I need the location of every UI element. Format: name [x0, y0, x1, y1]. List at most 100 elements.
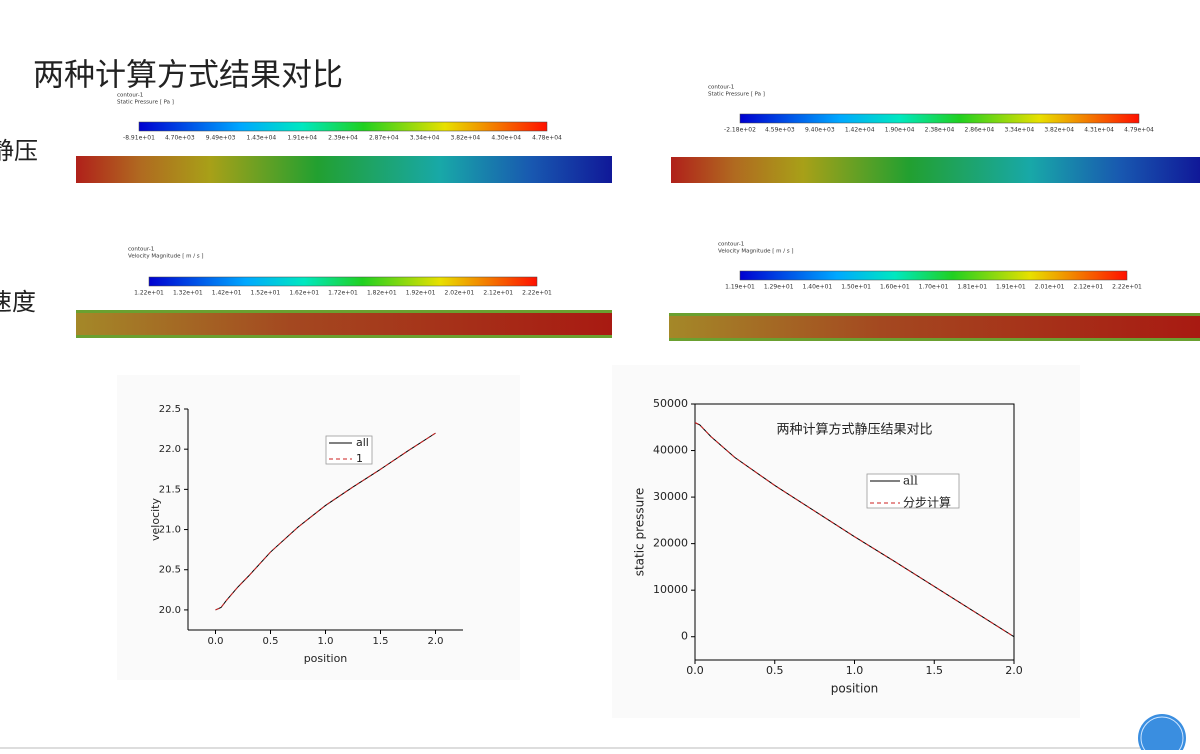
colorbar — [739, 270, 1128, 281]
x-tick-label: 2.0 — [428, 636, 444, 647]
colorbar-label: -2.18e+02 — [724, 127, 756, 134]
x-tick-label: 1.0 — [318, 636, 334, 647]
colorbar-label: 2.22e+01 — [522, 290, 552, 297]
icon[interactable] — [1138, 714, 1186, 754]
colorbar-label: 2.86e+04 — [965, 127, 995, 134]
x-tick-label: 2.0 — [1005, 664, 1023, 677]
colorbar-label: 3.34e+04 — [1004, 127, 1034, 134]
colorbar-label: 4.59e+03 — [765, 127, 795, 134]
colorbar-label: 3.82e+04 — [451, 135, 481, 142]
y-tick-label: 0 — [681, 630, 688, 643]
legend-label: 分步计算 — [903, 495, 951, 510]
colorbar-label: 1.29e+01 — [764, 284, 794, 291]
contour-image — [671, 157, 1200, 183]
y-tick-label: 50000 — [653, 397, 688, 410]
y-tick-label: 22.0 — [159, 444, 181, 455]
colorbar-label: 1.19e+01 — [725, 284, 755, 291]
colorbar — [739, 113, 1140, 124]
row-label: 静压 — [0, 137, 38, 165]
colorbar-label: 1.72e+01 — [328, 290, 358, 297]
colorbar-label: 2.87e+04 — [369, 135, 399, 142]
series-line — [215, 432, 436, 611]
colorbar-label: 4.31e+04 — [1084, 127, 1114, 134]
y-axis-label: static pressure — [633, 488, 647, 577]
colorbar-label: 1.60e+01 — [880, 284, 910, 291]
row-label: 速度 — [0, 288, 36, 316]
x-tick-label: 1.0 — [846, 664, 864, 677]
contour-name: contour-1 — [117, 93, 143, 99]
colorbar-label: -8.91e+01 — [123, 135, 155, 142]
x-tick-label: 1.5 — [373, 636, 389, 647]
colorbar-label: 1.90e+04 — [885, 127, 915, 134]
x-axis-label: position — [304, 652, 348, 665]
contour-quantity: Velocity Magnitude [ m / s ] — [718, 249, 794, 255]
legend-label: 1 — [356, 452, 363, 465]
colorbar-label: 1.91e+04 — [287, 135, 317, 142]
x-tick-label: 0.5 — [263, 636, 279, 647]
colorbar-label: 1.32e+01 — [173, 290, 203, 297]
contour-name: contour-1 — [708, 85, 734, 91]
y-tick-label: 20.5 — [159, 565, 181, 576]
contour-image — [76, 156, 612, 183]
y-tick-label: 21.0 — [159, 525, 181, 536]
contour-quantity: Static Pressure [ Pa ] — [708, 92, 765, 98]
colorbar-label: 2.02e+01 — [445, 290, 475, 297]
chart-background — [612, 365, 1080, 718]
colorbar-label: 4.78e+04 — [532, 135, 562, 142]
colorbar-label: 1.50e+01 — [841, 284, 871, 291]
colorbar — [148, 276, 538, 287]
colorbar-label: 1.42e+01 — [212, 290, 242, 297]
x-tick-label: 1.5 — [926, 664, 944, 677]
colorbar-label: 2.22e+01 — [1112, 284, 1142, 291]
colorbar-label: 1.40e+01 — [803, 284, 833, 291]
colorbar-label: 1.62e+01 — [289, 290, 319, 297]
contour-quantity: Static Pressure [ Pa ] — [117, 100, 174, 106]
x-axis-label: position — [831, 682, 879, 696]
colorbar-label: 1.52e+01 — [251, 290, 281, 297]
colorbar-label: 1.22e+01 — [134, 290, 164, 297]
colorbar-label: 1.43e+04 — [247, 135, 277, 142]
series-line — [694, 422, 1015, 638]
colorbar-label: 4.79e+04 — [1124, 127, 1154, 134]
contour-quantity: Velocity Magnitude [ m / s ] — [128, 254, 204, 260]
colorbar-label: 9.49e+03 — [206, 135, 236, 142]
x-tick-label: 0.0 — [686, 664, 704, 677]
contour-image — [669, 316, 1200, 338]
icon-ring — [1140, 716, 1184, 754]
colorbar-label: 1.92e+01 — [406, 290, 436, 297]
y-axis-label: velocity — [149, 498, 162, 541]
legend-box — [325, 435, 373, 465]
y-tick-label: 21.5 — [159, 484, 181, 495]
colorbar-label: 9.40e+03 — [805, 127, 835, 134]
y-tick-label: 30000 — [653, 490, 688, 503]
colorbar-label: 1.82e+01 — [367, 290, 397, 297]
colorbar-label: 1.70e+01 — [919, 284, 949, 291]
colorbar-label: 1.81e+01 — [957, 284, 987, 291]
colorbar-label: 2.38e+04 — [925, 127, 955, 134]
colorbar-label: 2.12e+01 — [483, 290, 513, 297]
x-tick-label: 0.5 — [766, 664, 784, 677]
chart-background — [117, 375, 520, 680]
y-tick-label: 40000 — [653, 444, 688, 457]
colorbar-label: 1.42e+04 — [845, 127, 875, 134]
legend-box — [866, 473, 960, 509]
colorbar-label: 2.12e+01 — [1073, 284, 1103, 291]
colorbar-label: 2.39e+04 — [328, 135, 358, 142]
contour-image — [76, 313, 612, 335]
legend-label: all — [356, 436, 369, 449]
slide-title: 两种计算方式结果对比 — [33, 58, 343, 94]
colorbar-label: 4.70e+03 — [165, 135, 195, 142]
colorbar-label: 3.82e+04 — [1044, 127, 1074, 134]
contour-name: contour-1 — [128, 247, 154, 253]
colorbar-label: 1.91e+01 — [996, 284, 1026, 291]
colorbar-label: 4.30e+04 — [491, 135, 521, 142]
y-tick-label: 20000 — [653, 537, 688, 550]
colorbar-label: 3.34e+04 — [410, 135, 440, 142]
y-tick-label: 22.5 — [159, 404, 181, 415]
y-tick-label: 20.0 — [159, 605, 181, 616]
y-tick-label: 10000 — [653, 583, 688, 596]
colorbar-label: 2.01e+01 — [1035, 284, 1065, 291]
x-tick-label: 0.0 — [208, 636, 224, 647]
colorbar — [138, 121, 548, 132]
